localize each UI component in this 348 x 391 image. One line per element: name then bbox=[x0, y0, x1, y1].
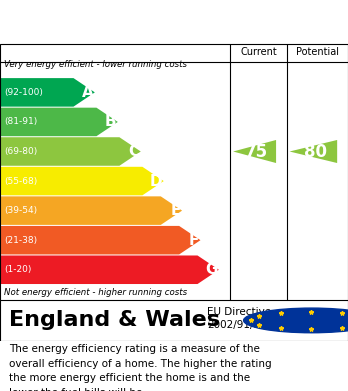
Polygon shape bbox=[0, 167, 164, 196]
Text: Current: Current bbox=[240, 47, 277, 57]
Text: B: B bbox=[105, 115, 117, 129]
Text: F: F bbox=[189, 233, 199, 248]
Text: EU Directive
2002/91/EC: EU Directive 2002/91/EC bbox=[207, 307, 271, 330]
Text: 80: 80 bbox=[304, 142, 327, 160]
Text: E: E bbox=[171, 203, 181, 218]
Text: D: D bbox=[150, 174, 163, 188]
Text: G: G bbox=[205, 262, 218, 277]
Text: The energy efficiency rating is a measure of the
overall efficiency of a home. T: The energy efficiency rating is a measur… bbox=[9, 344, 271, 391]
Ellipse shape bbox=[244, 308, 348, 333]
Polygon shape bbox=[233, 140, 276, 163]
Polygon shape bbox=[0, 108, 118, 136]
Polygon shape bbox=[0, 226, 200, 255]
Text: (69-80): (69-80) bbox=[4, 147, 38, 156]
Text: (55-68): (55-68) bbox=[4, 177, 38, 186]
Polygon shape bbox=[290, 140, 337, 163]
Text: Energy Efficiency Rating: Energy Efficiency Rating bbox=[9, 13, 238, 31]
Text: (81-91): (81-91) bbox=[4, 117, 38, 126]
Polygon shape bbox=[0, 78, 95, 107]
Text: (1-20): (1-20) bbox=[4, 265, 32, 274]
Text: (92-100): (92-100) bbox=[4, 88, 43, 97]
Text: (39-54): (39-54) bbox=[4, 206, 37, 215]
Text: A: A bbox=[82, 85, 94, 100]
Polygon shape bbox=[0, 137, 141, 166]
Text: Potential: Potential bbox=[296, 47, 339, 57]
Text: Not energy efficient - higher running costs: Not energy efficient - higher running co… bbox=[4, 288, 187, 297]
Text: England & Wales: England & Wales bbox=[9, 310, 220, 330]
Polygon shape bbox=[0, 196, 182, 225]
Text: Very energy efficient - lower running costs: Very energy efficient - lower running co… bbox=[4, 60, 187, 69]
Text: (21-38): (21-38) bbox=[4, 236, 37, 245]
Text: C: C bbox=[129, 144, 140, 159]
Polygon shape bbox=[0, 255, 219, 284]
Text: 75: 75 bbox=[245, 142, 268, 160]
